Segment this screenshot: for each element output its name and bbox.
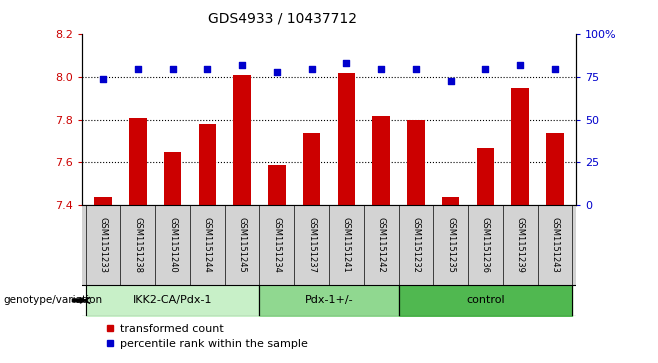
Text: genotype/variation: genotype/variation (3, 295, 103, 305)
Text: GSM1151244: GSM1151244 (203, 217, 212, 273)
Bar (199, 124, 216, 205)
Text: GSM1151241: GSM1151241 (342, 217, 351, 273)
Bar (234, 75, 251, 205)
Text: GSM1151243: GSM1151243 (550, 217, 559, 273)
Text: GSM1151242: GSM1151242 (376, 217, 386, 273)
Point (480, 66, 491, 72)
Point (515, 62, 525, 68)
Bar (442, 197, 459, 205)
Bar (546, 132, 564, 205)
Bar (164, 152, 182, 205)
Text: GSM1151232: GSM1151232 (411, 217, 420, 273)
Bar (303, 132, 320, 205)
Text: GSM1151238: GSM1151238 (134, 217, 142, 273)
Text: GDS4933 / 10437712: GDS4933 / 10437712 (209, 11, 357, 25)
Bar (268, 164, 286, 205)
Text: GSM1151239: GSM1151239 (516, 217, 524, 273)
Text: Pdx-1+/-: Pdx-1+/- (305, 295, 353, 305)
Text: GSM1151237: GSM1151237 (307, 217, 316, 273)
Text: GSM1151245: GSM1151245 (238, 217, 247, 273)
Point (376, 66, 386, 72)
Point (98, 76, 109, 82)
Bar (338, 73, 355, 205)
Legend: transformed count, percentile rank within the sample: transformed count, percentile rank withi… (101, 319, 312, 354)
Text: control: control (466, 295, 505, 305)
Bar (407, 120, 424, 205)
Point (237, 62, 247, 68)
Point (133, 66, 143, 72)
Point (167, 66, 178, 72)
Text: GSM1151233: GSM1151233 (99, 217, 108, 273)
Text: IKK2-CA/Pdx-1: IKK2-CA/Pdx-1 (133, 295, 213, 305)
Point (341, 61, 351, 66)
Text: GSM1151236: GSM1151236 (481, 217, 490, 273)
Bar (372, 115, 390, 205)
Point (549, 66, 560, 72)
Point (445, 78, 456, 83)
Bar (511, 88, 529, 205)
Text: GSM1151235: GSM1151235 (446, 217, 455, 273)
Bar (129, 118, 147, 205)
Text: GSM1151234: GSM1151234 (272, 217, 282, 273)
Point (307, 66, 317, 72)
Point (411, 66, 421, 72)
Point (202, 66, 213, 72)
Text: GSM1151240: GSM1151240 (168, 217, 177, 273)
Point (272, 69, 282, 75)
Bar (476, 147, 494, 205)
Bar (94, 197, 112, 205)
